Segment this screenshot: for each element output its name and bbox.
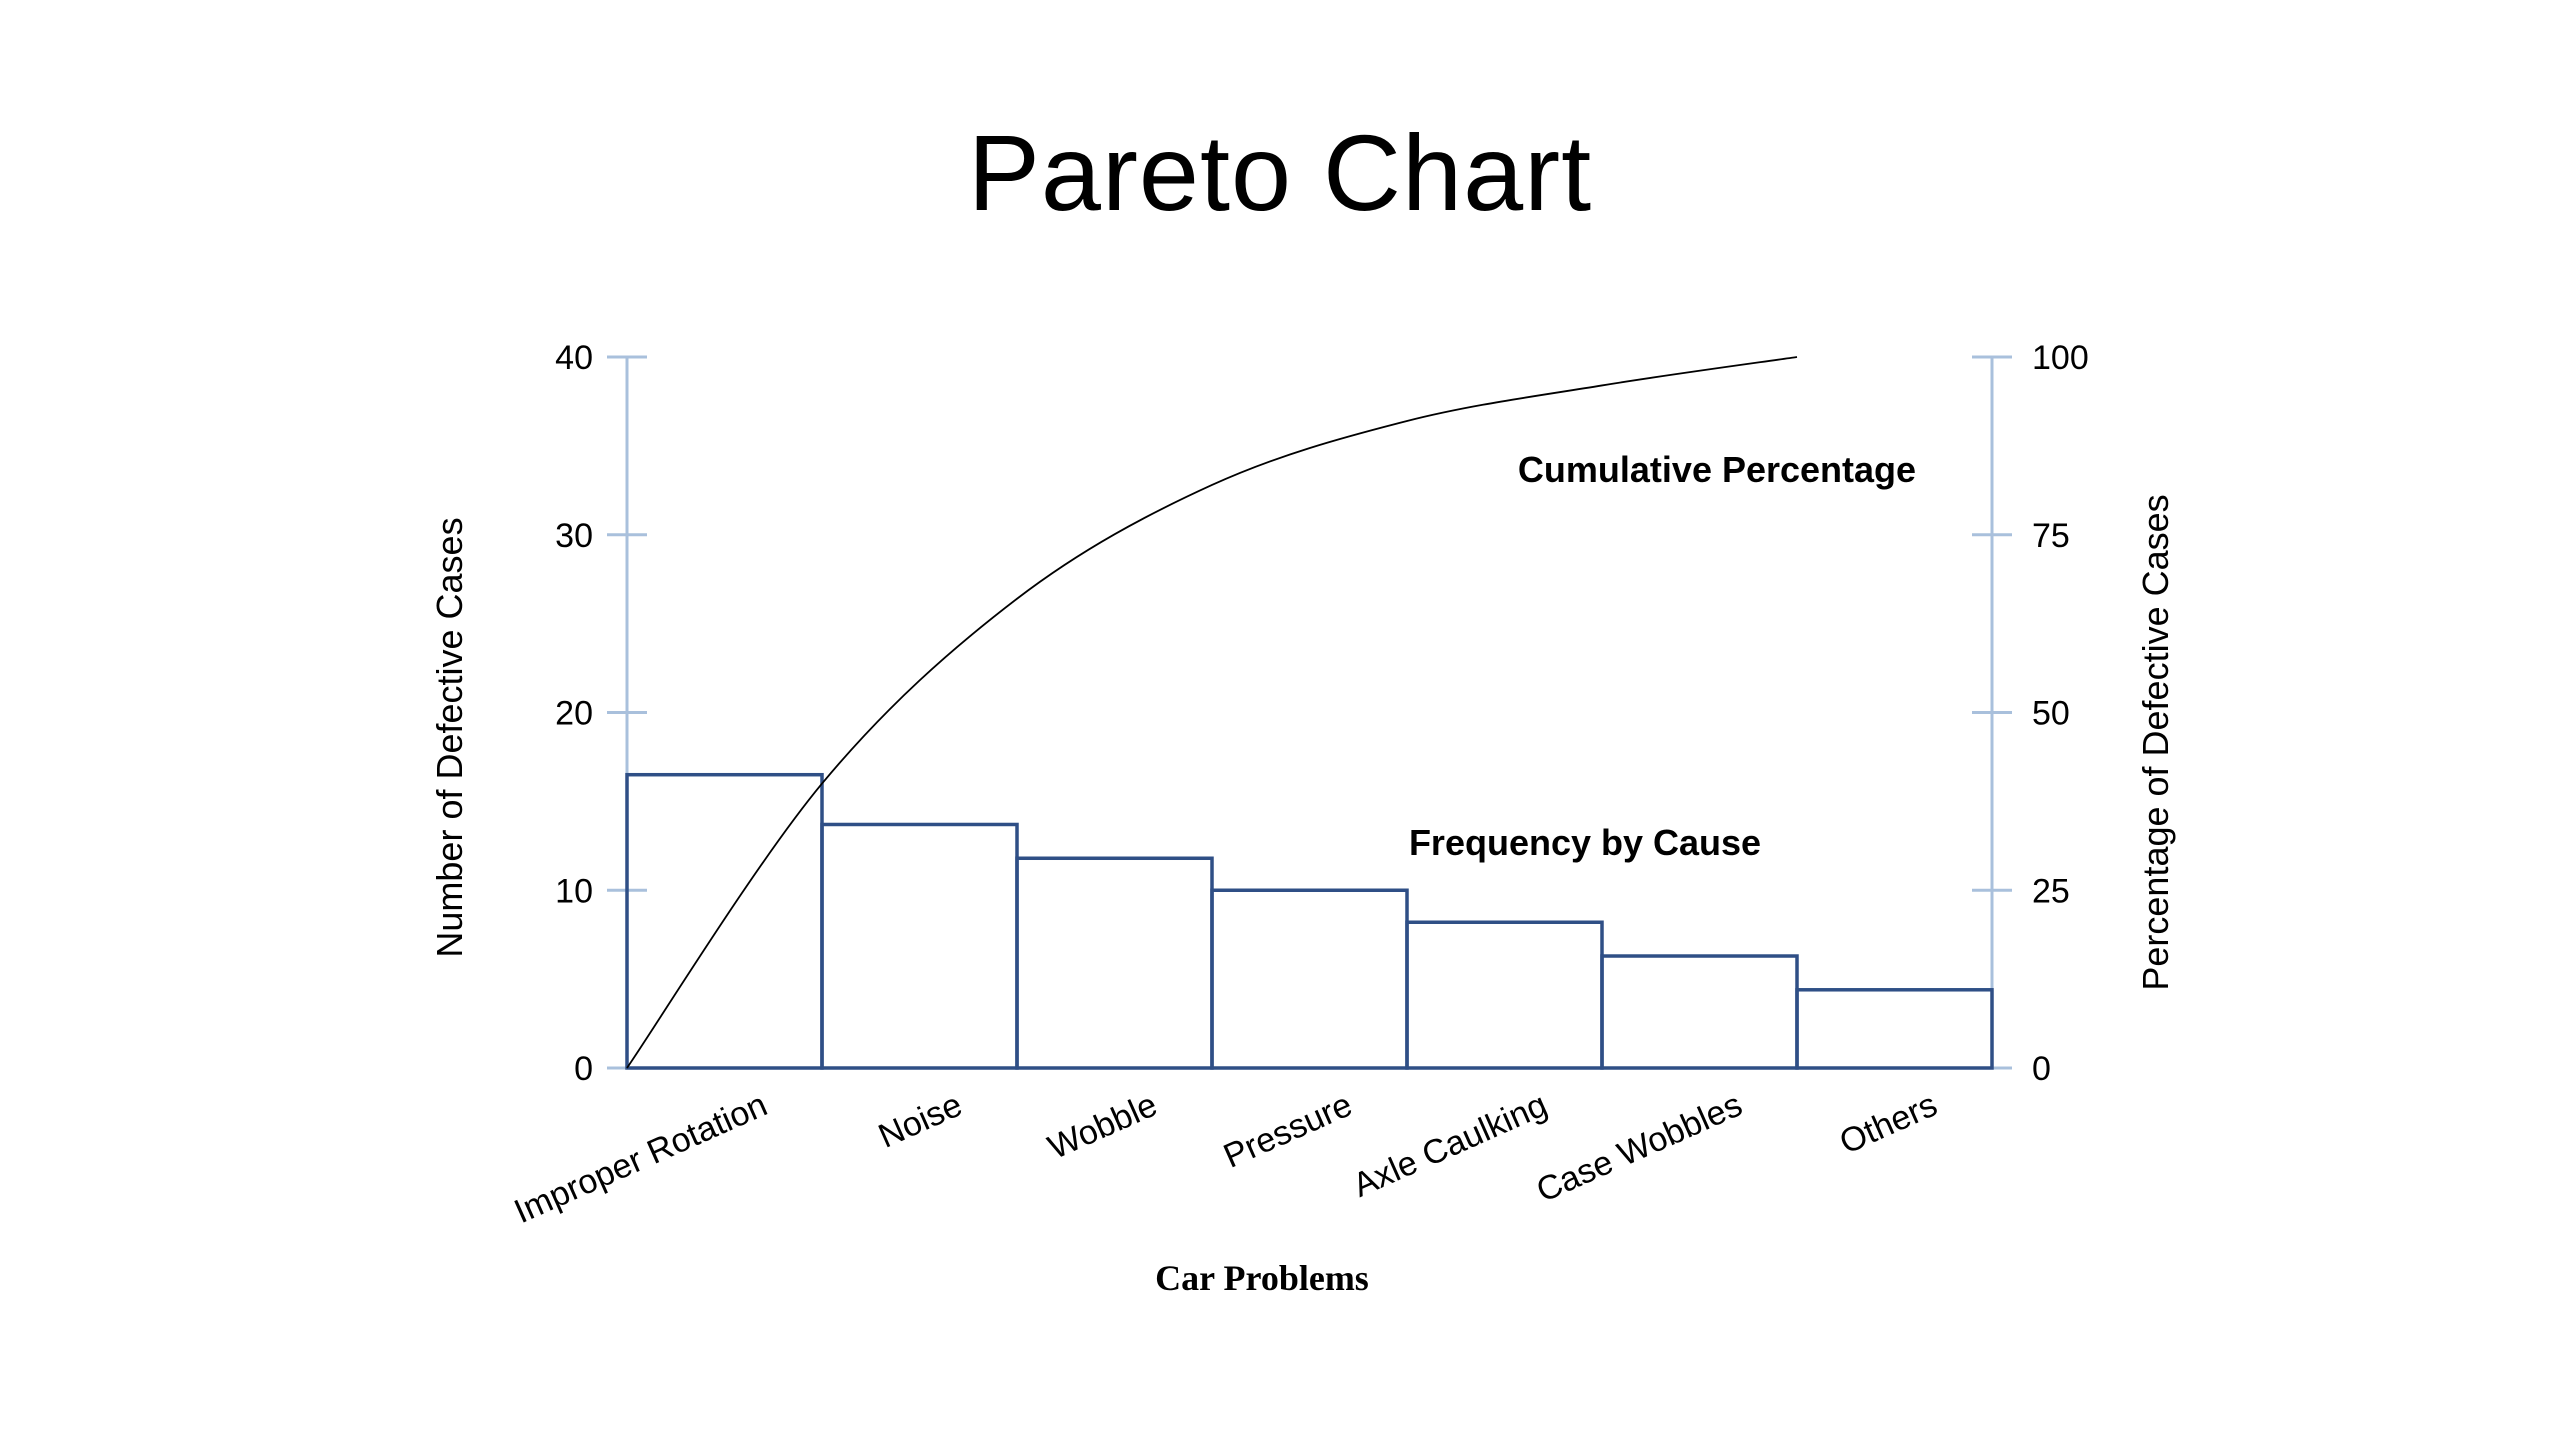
y2-tick-label: 0 [2032,1050,2051,1088]
y-tick-label: 10 [555,872,593,910]
bar-4 [1210,888,1409,1070]
y-axis-label: Number of Defective Cases [429,517,470,957]
y-tick-label: 0 [574,1050,593,1088]
y2-tick-label: 50 [2032,695,2070,733]
y2-tick-label: 25 [2032,872,2070,910]
bar-6 [1600,954,1799,1070]
x-category-label: Pressure [1218,1086,1358,1176]
bar-2 [820,822,1019,1070]
x-category-label: Case Wobbles [1531,1086,1748,1210]
bar-7 [1795,988,1994,1070]
y2-tick-label: 75 [2032,517,2070,555]
bars-layer [625,772,1994,1070]
x-category-label: Noise [873,1086,968,1156]
y-tick-label: 30 [555,517,593,555]
bar-3 [1015,856,1214,1070]
y-tick-label: 20 [555,695,593,733]
y2-axis-label: Percentage of Defective Cases [2135,494,2176,990]
labels-layer: 0 10 20 30 40 0 25 50 75 100 Improper Rotation Nois… [429,339,2176,1298]
annotation-frequency-by-cause: Frequency by Cause [1409,822,1761,863]
x-category-label: Others [1834,1086,1943,1162]
y2-tick-label: 100 [2032,339,2089,377]
y-tick-label: 40 [555,339,593,377]
line-layer [626,356,1798,1069]
slide-title: Pareto Chart [967,112,1593,233]
x-axis-label: Car Problems [1155,1258,1369,1298]
x-category-label: Improper Rotation [509,1086,773,1231]
x-category-label: Wobble [1043,1086,1163,1167]
annotation-cumulative-percentage: Cumulative Percentage [1518,449,1916,490]
x-category-label: Axle Caulking [1347,1086,1552,1205]
cumulative-percentage-line [626,356,1798,1069]
bar-5 [1405,920,1604,1070]
